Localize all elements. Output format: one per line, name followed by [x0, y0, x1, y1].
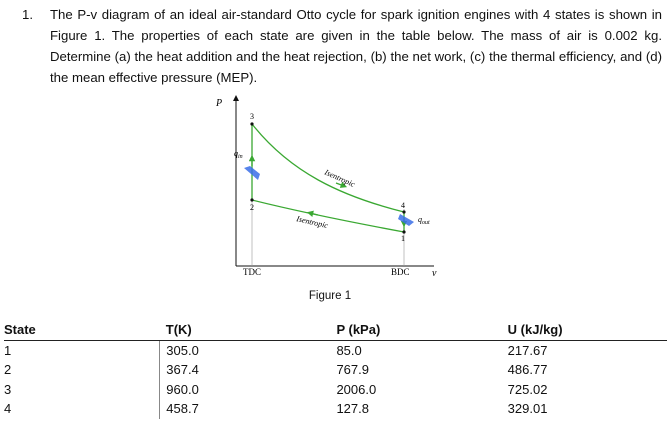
table-row: 3 960.0 2006.0 725.02	[4, 379, 667, 399]
table-header-row: State T(K) P (kPa) U (kJ/kg)	[4, 320, 667, 341]
state-point-4	[402, 210, 406, 214]
header-temperature: T(K)	[159, 320, 337, 341]
cell-temperature: 367.4	[159, 360, 337, 380]
cell-temperature: 458.7	[159, 399, 337, 419]
compression-curve	[251, 199, 405, 233]
cell-temperature: 305.0	[159, 340, 337, 360]
cell-pressure: 2006.0	[336, 381, 377, 397]
arrow-3-4	[335, 181, 348, 188]
header-state: State	[4, 320, 160, 341]
bdc-label: BDC	[391, 267, 410, 277]
expansion-curve	[251, 123, 405, 213]
cell-internal-energy: 217.67	[507, 342, 548, 358]
state-label-4: 4	[401, 201, 405, 210]
state-label-1: 1	[401, 234, 405, 243]
cell-state: 3	[4, 381, 12, 397]
cell-temperature: 960.0	[159, 379, 337, 399]
header-internal-energy: U (kJ/kg)	[507, 320, 667, 341]
cell-state: 4	[4, 401, 12, 417]
arrow-1-2	[306, 210, 319, 217]
cell-state: 1	[4, 342, 12, 358]
cell-pressure: 767.9	[336, 362, 369, 378]
figure-caption: Figure 1	[308, 290, 352, 302]
table-row: 2 367.4 767.9 486.77	[4, 360, 667, 380]
table-row: 1 305.0 85.0 217.67	[4, 340, 667, 360]
cell-internal-energy: 329.01	[507, 401, 548, 417]
cell-pressure: 85.0	[336, 342, 362, 358]
q-in-label: qin	[234, 149, 243, 160]
state-label-2: 2	[250, 203, 254, 212]
problem-text: The P-v diagram of an ideal air-standard…	[50, 7, 662, 85]
pv-diagram: P v TDC BDC 3 2 4 1 Isentropic Isentropi…	[215, 95, 437, 279]
axis-p-label: P	[215, 98, 222, 109]
isentropic-label-upper: Isentropic	[322, 167, 356, 189]
q-out-label: qout	[418, 215, 430, 226]
q-in-arrow	[244, 166, 260, 180]
table-row: 4 458.7 127.8 329.01	[4, 399, 667, 419]
axis-v-label: v	[432, 268, 437, 279]
state-point-3	[250, 122, 254, 126]
cell-state: 2	[4, 362, 12, 378]
tdc-label: TDC	[243, 267, 261, 277]
state-point-2	[250, 198, 254, 202]
state-point-1	[402, 230, 406, 234]
q-out-arrow	[398, 214, 414, 226]
state-properties-table: State T(K) P (kPa) U (kJ/kg) 1 305.0 85.…	[4, 320, 667, 419]
header-pressure: P (kPa)	[336, 320, 508, 341]
cell-pressure: 127.8	[336, 401, 369, 417]
cell-internal-energy: 725.02	[507, 381, 548, 397]
cell-internal-energy: 486.77	[507, 362, 548, 378]
problem-number: 1.	[22, 7, 33, 22]
state-label-3: 3	[250, 112, 254, 121]
